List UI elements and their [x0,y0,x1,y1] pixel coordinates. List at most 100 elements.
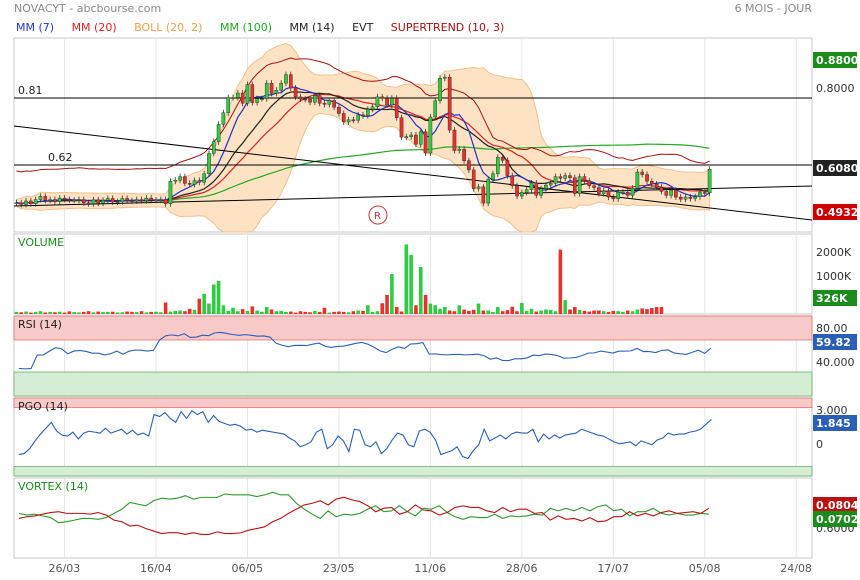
vortex-badge-minus-bg [813,497,857,513]
candle [38,196,43,200]
legend-mm20: MM (20) [71,21,117,34]
candle [67,199,72,201]
pgo-tick-0: 3.000 [816,404,848,417]
candle [702,192,707,194]
volume-badge-bg [813,290,857,306]
volume-bar [72,312,76,314]
x-tick-3: 23/05 [323,562,355,575]
volume-bar [120,312,125,314]
candle [573,177,577,194]
event-marker-label: R [374,211,381,222]
candle [260,98,264,100]
x-tick-5: 28/06 [506,562,538,575]
vortex-badge-plus-bg [813,511,857,527]
candle [192,180,197,185]
period-label: 6 MOIS - JOUR [734,2,812,15]
candle [669,189,673,196]
candle [409,134,413,137]
volume-bar [168,311,173,314]
volume-bar [19,312,24,314]
legend: MM (7) MM (20) BOLL (20, 2) MM (100) MM … [16,21,518,34]
volume-bar [414,305,418,314]
candle [274,90,279,94]
chart-title: NOVACYT - abcbourse.com [14,2,162,15]
x-tick-7: 05/08 [689,562,721,575]
volume-bar [524,310,529,314]
x-tick-0: 26/03 [49,562,81,575]
volume-bar [366,305,370,314]
candle [62,197,67,200]
volume-bar [558,249,563,314]
candle [125,198,129,201]
candle [452,129,457,151]
candle [693,196,697,199]
candle [471,169,476,189]
candle [640,171,644,175]
candle [366,109,370,116]
candle [678,196,683,200]
volume-bar [24,311,28,314]
vortex-plus-line [18,491,709,524]
volume-bar [361,310,365,314]
candle [187,183,192,185]
volume-bar [491,311,495,314]
candle [674,189,678,198]
candle [414,134,418,145]
volume-tick-0: 2000K [816,246,852,259]
volume-title: VOLUME [18,236,64,249]
volume-bar [568,309,572,314]
volume-bar [337,311,341,314]
candle [553,176,558,184]
volume-bar [611,310,616,314]
volume-bar [106,311,110,314]
x-tick-6: 17/07 [597,562,629,575]
candle [33,199,38,204]
volume-bar [139,311,144,314]
volume-bar [216,280,221,314]
pgo-line [18,409,712,460]
candle [500,157,505,161]
candle [159,199,163,201]
volume-bar [29,312,33,314]
volume-bar [33,312,38,314]
price-badge-low: 0.4932 [816,206,858,219]
volume-bar [544,309,548,314]
volume-bar [577,309,582,314]
candle [375,96,380,107]
candle [226,97,231,113]
candle [491,173,495,180]
volume-bar [650,308,654,314]
supertrend-line [16,57,710,173]
volume-bar [202,293,206,314]
rsi-badge-bg [813,334,857,350]
volume-bar [274,311,279,314]
price-badge-high: 0.8800 [816,54,859,67]
candle [298,96,303,100]
volume-bar [457,305,462,314]
pgo-title: PGO (14) [18,400,68,413]
volume-bar [606,311,611,314]
panel-frame-4 [13,477,813,559]
volume-bar [279,310,283,314]
volume-bar [130,311,134,314]
volume-bar [428,303,433,314]
x-tick-2: 06/05 [231,562,263,575]
candle [288,74,293,89]
candle [207,153,211,174]
price-tick-0: 0.8000 [816,82,855,95]
rsi-badge: 59.82 [816,336,851,349]
volume-bar [178,310,182,314]
candle [173,179,178,182]
candle [139,199,144,201]
candle [544,184,548,189]
candle [385,98,389,106]
candle [548,183,553,186]
rsi-tick-0: 80.00 [816,322,848,335]
candle [621,191,625,194]
volume-tick-1: 1000K [816,270,852,283]
volume-bar [38,311,43,314]
volume-bar [553,311,558,314]
volume-bar [625,310,630,314]
volume-bar [91,312,96,314]
volume-bar [303,311,308,314]
